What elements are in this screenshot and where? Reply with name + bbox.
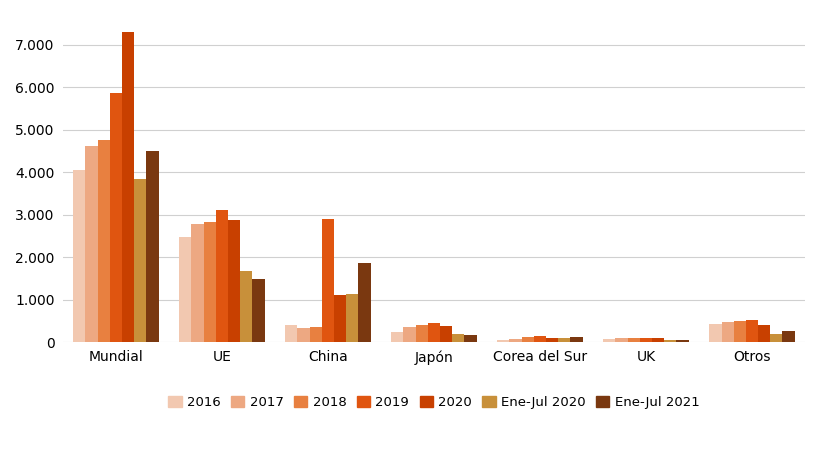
Bar [240, 271, 252, 342]
Bar [97, 140, 110, 342]
Bar [615, 338, 627, 342]
Bar [558, 338, 570, 342]
Bar [179, 236, 191, 342]
Bar [346, 295, 358, 342]
Bar [228, 220, 240, 342]
Bar [146, 151, 158, 342]
Bar [570, 337, 582, 342]
Bar [73, 170, 85, 342]
Bar [451, 334, 464, 342]
Bar [297, 328, 310, 342]
Bar [122, 32, 134, 342]
Bar [403, 327, 415, 342]
Legend: 2016, 2017, 2018, 2019, 2020, Ene-Jul 2020, Ene-Jul 2021: 2016, 2017, 2018, 2019, 2020, Ene-Jul 20… [163, 391, 704, 415]
Bar [521, 337, 533, 342]
Bar [708, 324, 721, 342]
Bar [663, 340, 676, 342]
Bar [321, 219, 333, 342]
Bar [745, 320, 757, 342]
Bar [545, 337, 558, 342]
Bar [651, 338, 663, 342]
Bar [252, 279, 265, 342]
Bar [509, 339, 521, 342]
Bar [391, 332, 403, 342]
Bar [358, 263, 370, 342]
Bar [757, 325, 769, 342]
Bar [215, 210, 228, 342]
Bar [769, 334, 781, 342]
Bar [639, 338, 651, 342]
Bar [191, 224, 203, 342]
Bar [428, 323, 440, 342]
Bar [781, 331, 794, 342]
Bar [440, 326, 451, 342]
Bar [310, 327, 321, 342]
Bar [415, 325, 428, 342]
Bar [676, 340, 688, 342]
Bar [721, 322, 733, 342]
Bar [333, 295, 346, 342]
Bar [496, 340, 509, 342]
Bar [464, 335, 476, 342]
Bar [733, 321, 745, 342]
Bar [110, 93, 122, 342]
Bar [533, 336, 545, 342]
Bar [627, 338, 639, 342]
Bar [203, 222, 215, 342]
Bar [603, 339, 615, 342]
Bar [85, 146, 97, 342]
Bar [134, 178, 146, 342]
Bar [285, 325, 297, 342]
